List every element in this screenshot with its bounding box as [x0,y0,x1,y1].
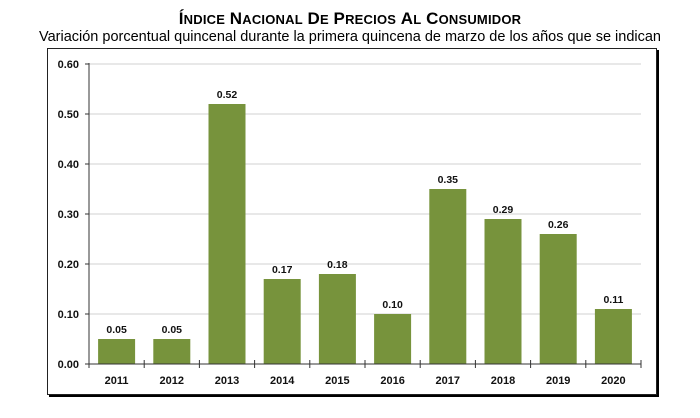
x-tick-label: 2019 [546,375,570,387]
bar-2016 [374,314,412,364]
bar-2012 [153,339,191,364]
data-label: 0.35 [438,174,459,186]
x-tick-label: 2011 [105,375,129,387]
y-tick-label: 0.40 [58,159,79,171]
y-tick-label: 0.20 [58,259,79,271]
y-tick-label: 0.10 [58,309,79,321]
bar-2019 [539,234,577,364]
bar-2018 [484,219,522,364]
x-tick-label: 2013 [215,375,239,387]
data-label: 0.52 [217,89,238,101]
bar-2015 [318,274,356,364]
bar-2017 [429,189,467,364]
data-label: 0.18 [327,259,348,271]
bar-2013 [208,104,246,364]
y-tick-label: 0.50 [58,109,79,121]
x-tick-label: 2014 [270,375,295,387]
bar-2020 [594,309,632,364]
data-label: 0.17 [272,264,293,276]
x-tick-label: 2012 [160,375,184,387]
data-label: 0.10 [382,299,403,311]
y-tick-label: 0.00 [58,359,79,371]
chart-title-text: ÍNDICE NACIONAL DE PRECIOS AL CONSUMIDOR [178,9,522,28]
data-label: 0.26 [548,219,569,231]
data-label: 0.29 [493,204,514,216]
chart-title: ÍNDICE NACIONAL DE PRECIOS AL CONSUMIDOR [0,9,700,29]
data-label: 0.05 [162,324,183,336]
y-tick-label: 0.30 [58,209,79,221]
bar-2011 [98,339,136,364]
y-tick-label: 0.60 [58,59,79,71]
x-tick-label: 2016 [380,375,404,387]
x-tick-label: 2018 [491,375,515,387]
x-tick-label: 2020 [601,375,625,387]
chart-subtitle: Variación porcentual quincenal durante l… [38,29,661,45]
bar-2014 [263,279,301,364]
x-tick-label: 2015 [325,375,349,387]
data-label: 0.05 [106,324,127,336]
x-tick-label: 2017 [436,375,460,387]
data-label: 0.11 [603,294,623,306]
